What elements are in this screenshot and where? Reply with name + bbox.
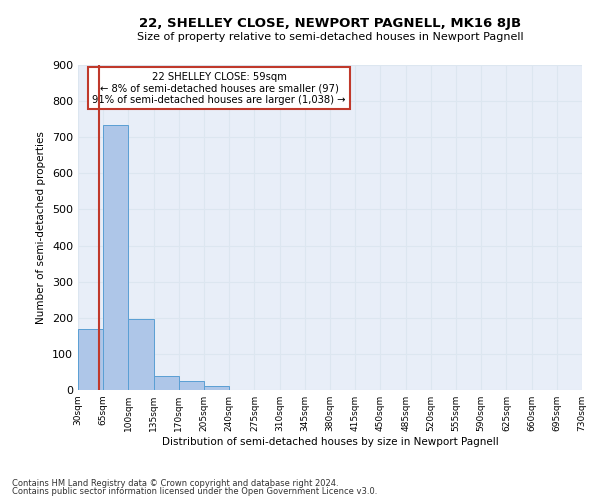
Text: Contains public sector information licensed under the Open Government Licence v3: Contains public sector information licen… xyxy=(12,487,377,496)
Text: Contains HM Land Registry data © Crown copyright and database right 2024.: Contains HM Land Registry data © Crown c… xyxy=(12,478,338,488)
Bar xyxy=(179,382,204,390)
Bar xyxy=(154,376,179,390)
Bar xyxy=(103,124,128,390)
Y-axis label: Number of semi-detached properties: Number of semi-detached properties xyxy=(37,131,46,324)
Bar xyxy=(78,328,103,390)
X-axis label: Distribution of semi-detached houses by size in Newport Pagnell: Distribution of semi-detached houses by … xyxy=(161,437,499,447)
Text: Size of property relative to semi-detached houses in Newport Pagnell: Size of property relative to semi-detach… xyxy=(137,32,523,42)
Bar xyxy=(204,386,229,390)
Text: 22 SHELLEY CLOSE: 59sqm
← 8% of semi-detached houses are smaller (97)
91% of sem: 22 SHELLEY CLOSE: 59sqm ← 8% of semi-det… xyxy=(92,72,346,104)
Text: 22, SHELLEY CLOSE, NEWPORT PAGNELL, MK16 8JB: 22, SHELLEY CLOSE, NEWPORT PAGNELL, MK16… xyxy=(139,18,521,30)
Bar xyxy=(128,319,154,390)
